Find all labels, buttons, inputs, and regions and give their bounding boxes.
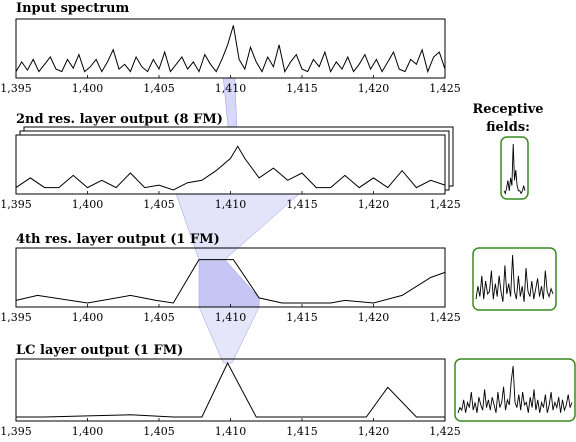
panel-2-tick-label: 1,425 — [429, 198, 461, 211]
receptive-fields-title-line2: fields: — [486, 120, 530, 135]
panel-4-tick-label: 1,415 — [286, 425, 318, 438]
panel-3-tick-label: 1,395 — [0, 311, 32, 324]
panel-3-series-line — [15, 259, 446, 304]
panel-2-tick-label: 1,410 — [215, 198, 247, 211]
highlight-fill-3 — [198, 259, 260, 308]
panel-4-title: LC layer output (1 FM) — [16, 343, 183, 358]
panel-4-tick-label: 1,405 — [143, 425, 175, 438]
panel-4-series-line — [16, 361, 445, 418]
panel-3-tick-label: 1,405 — [143, 311, 175, 324]
panel-1-tick-label: 1,395 — [0, 82, 32, 95]
panel-1-tick-label: 1,420 — [358, 82, 390, 95]
panel-3-ticks: 1,395 1,400 1,405 1,410 1,415 1,420 1,425 — [0, 304, 461, 324]
panel-1-title: Input spectrum — [16, 1, 130, 16]
panel-2-ticks: 1,395 1,400 1,405 1,410 1,415 1,420 1,425 — [0, 191, 461, 211]
panel-2-frame — [15, 134, 446, 195]
panel-3-plot — [15, 259, 446, 304]
receptive-field-trace-2 — [475, 254, 554, 302]
panel-4-ticks: 1,395 1,400 1,405 1,410 1,415 1,420 1,425 — [0, 418, 461, 438]
panel-2-title: 2nd res. layer output (8 FM) — [16, 112, 223, 127]
panel-1-tick-label: 1,405 — [143, 82, 175, 95]
panel-3-tick-label: 1,410 — [215, 311, 247, 324]
panel-4-tick-label: 1,410 — [215, 425, 247, 438]
panel-1-plot — [15, 25, 446, 74]
panel-3-tick-label: 1,415 — [286, 311, 318, 324]
panel-3-tick-label: 1,420 — [358, 311, 390, 324]
panel-2-tick-label: 1,395 — [0, 198, 32, 211]
receptive-field-box-3 — [454, 358, 576, 422]
panel-1-tick-label: 1,400 — [72, 82, 104, 95]
panel-4-tick-label: 1,420 — [358, 425, 390, 438]
panel-2-plot — [15, 145, 446, 191]
receptive-field-trace-3 — [457, 365, 573, 413]
panel-1-tick-label: 1,415 — [286, 82, 318, 95]
panel-2-tick-label: 1,420 — [358, 198, 390, 211]
panel-3-tick-label: 1,400 — [72, 311, 104, 324]
panel-4-tick-label: 1,425 — [429, 425, 461, 438]
receptive-field-2-line — [475, 254, 554, 302]
receptive-fields-title-line1: Receptive — [472, 102, 543, 117]
receptive-field-box-2 — [472, 247, 557, 311]
panel-3-tick-label: 1,425 — [429, 311, 461, 324]
panel-4-tick-label: 1,400 — [72, 425, 104, 438]
panel-2-tick-label: 1,415 — [286, 198, 318, 211]
receptive-field-trace-1 — [503, 143, 526, 195]
panel-2-tick-label: 1,400 — [72, 198, 104, 211]
panel-4-plot — [16, 361, 445, 418]
panel-2-tick-label: 1,405 — [143, 198, 175, 211]
panel-2-series-line — [15, 145, 446, 191]
panel-1-ticks: 1,395 1,400 1,405 1,410 1,415 1,420 1,425 — [0, 75, 461, 95]
panel-4-tick-label: 1,395 — [0, 425, 32, 438]
panel-3-title: 4th res. layer output (1 FM) — [16, 232, 220, 247]
panel-1-series-line — [15, 25, 446, 74]
receptive-field-1-line — [503, 143, 526, 195]
panel-1-tick-label: 1,425 — [429, 82, 461, 95]
receptive-field-3-line — [457, 365, 573, 413]
panel-1-tick-label: 1,410 — [215, 82, 247, 95]
